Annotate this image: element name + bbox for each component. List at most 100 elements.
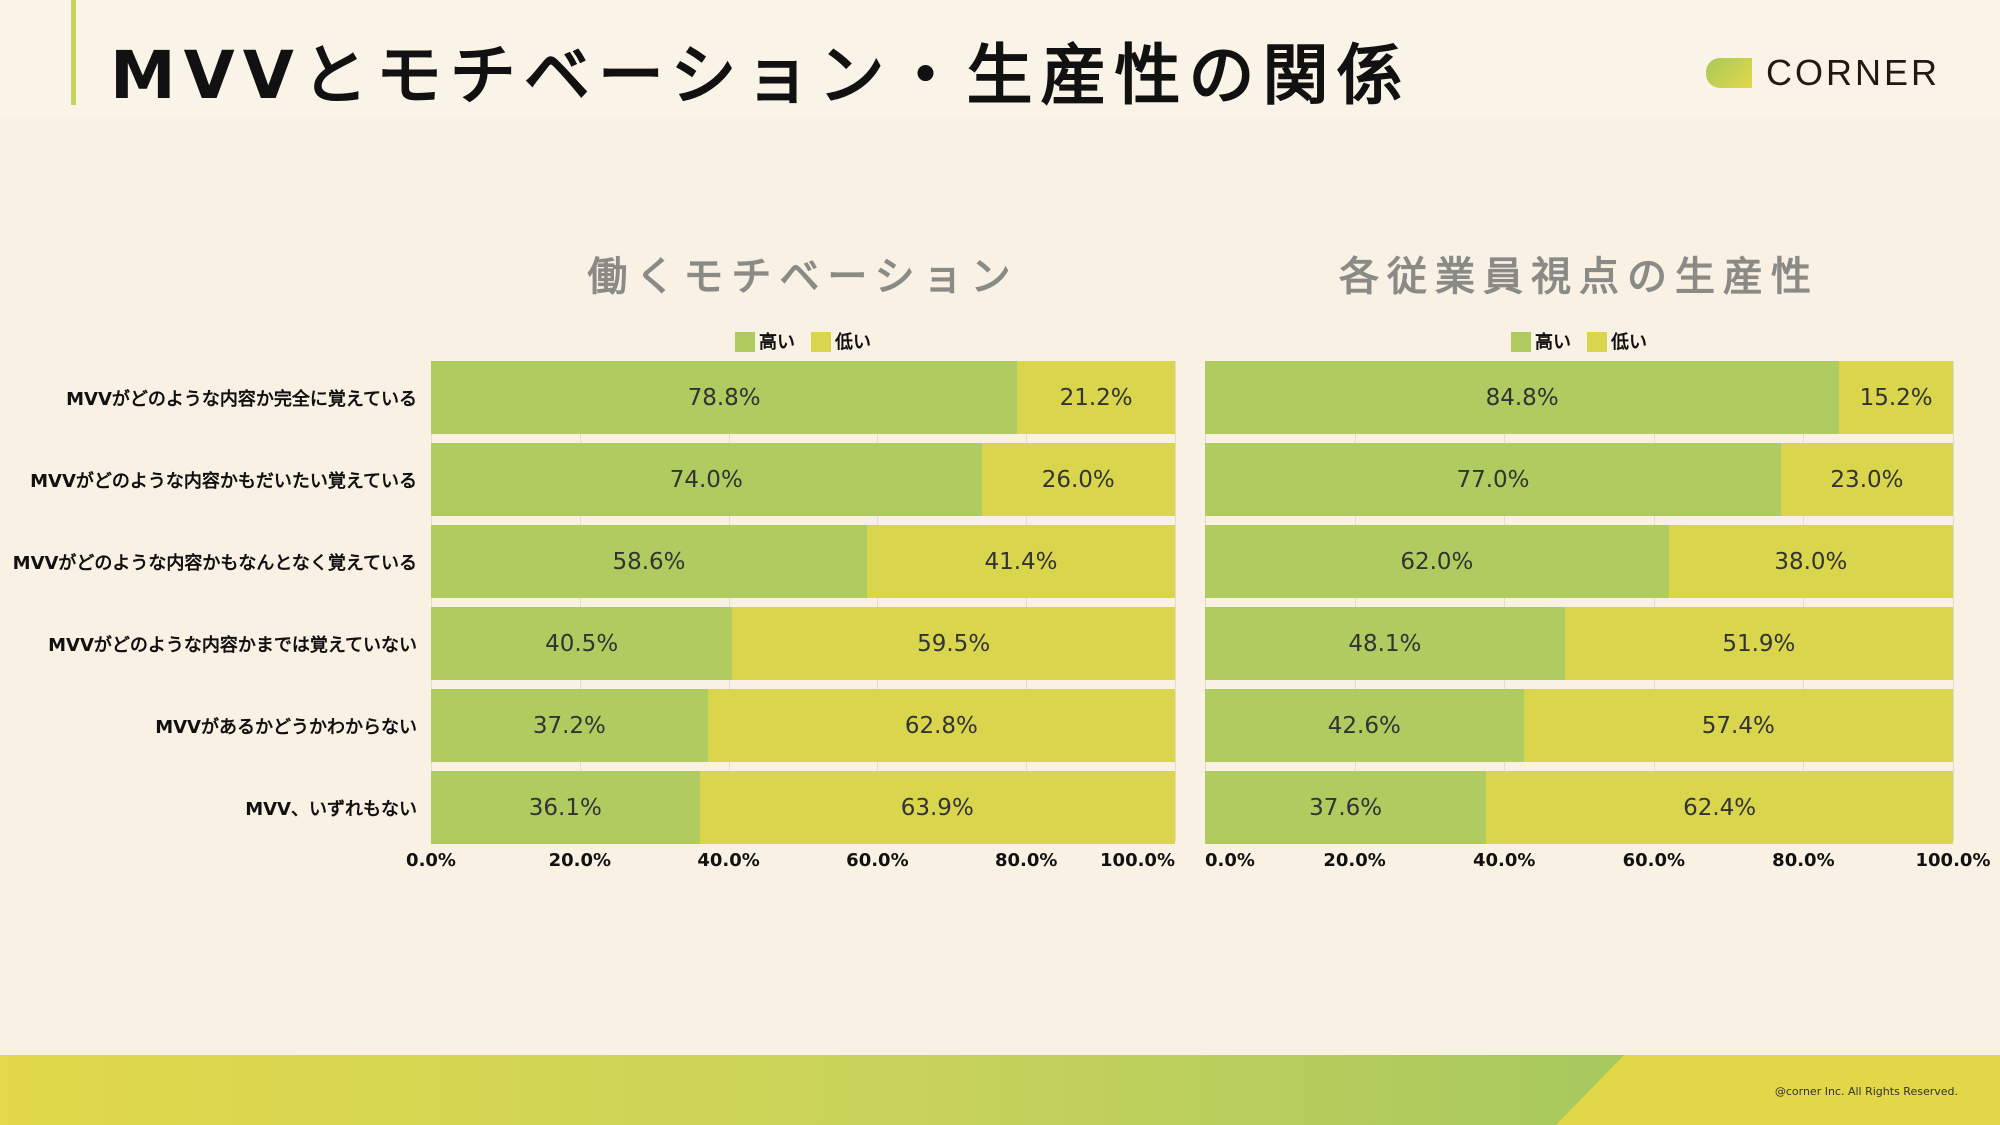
legend-item: 高い: [735, 328, 795, 354]
gridline: [1504, 361, 1506, 841]
bar-high: 78.8%: [431, 361, 1018, 434]
bar-low: 15.2%: [1839, 361, 1953, 434]
bar-low: 21.2%: [1017, 361, 1175, 434]
legend-swatch: [1587, 332, 1607, 352]
gridline: [1354, 361, 1356, 841]
bar-low: 63.9%: [699, 771, 1175, 844]
category-label: MVV、いずれもない: [245, 799, 417, 820]
x-tick-label: 40.0%: [697, 850, 760, 871]
x-tick-label: 100.0%: [1100, 850, 1175, 871]
data-label: 74.0%: [669, 466, 743, 493]
x-tick-label: 20.0%: [548, 850, 612, 871]
legend-item: 低い: [811, 328, 871, 354]
category-label: MVVがどのような内容か完全に覚えている: [66, 389, 417, 410]
x-tick-label: 40.0%: [1472, 850, 1536, 871]
corner-logo: CORNER: [1706, 52, 1940, 94]
x-tick-label: 0.0%: [1205, 850, 1255, 871]
footer: @corner Inc. All Rights Reserved.: [0, 1055, 2000, 1125]
data-label: 23.0%: [1830, 466, 1904, 493]
data-label: 40.5%: [545, 630, 619, 657]
data-label: 62.0%: [1400, 548, 1474, 575]
bar-high: 77.0%: [1205, 443, 1781, 516]
bar-high: 74.0%: [431, 443, 982, 516]
bar-high: 62.0%: [1205, 525, 1669, 598]
bar-high: 58.6%: [431, 525, 867, 598]
legend-swatch: [735, 332, 755, 352]
data-label: 42.6%: [1327, 712, 1401, 739]
data-label: 62.8%: [904, 712, 978, 739]
x-tick-label: 80.0%: [1772, 850, 1835, 871]
chart-title: 働くモチベーション: [587, 254, 1019, 300]
x-tick-label: 60.0%: [1622, 850, 1686, 871]
bar-high: 48.1%: [1205, 607, 1565, 680]
bar-low: 57.4%: [1523, 689, 1953, 762]
data-label: 51.9%: [1722, 630, 1796, 657]
bar-high: 42.6%: [1205, 689, 1524, 762]
gridline: [1026, 361, 1028, 841]
corner-logo-icon: [1706, 58, 1752, 88]
gridline: [431, 361, 432, 841]
category-label: MVVがどのような内容かまでは覚えていない: [48, 635, 417, 656]
copyright: @corner Inc. All Rights Reserved.: [1774, 1085, 1958, 1098]
category-label: MVVがあるかどうかわからない: [155, 717, 417, 738]
data-label: 38.0%: [1774, 548, 1848, 575]
x-tick-label: 100.0%: [1915, 850, 1991, 871]
bar-low: 62.4%: [1486, 771, 1953, 844]
legend-swatch: [1511, 332, 1531, 352]
data-label: 36.1%: [528, 794, 602, 821]
bar-low: 51.9%: [1564, 607, 1953, 680]
x-tick-label: 0.0%: [406, 850, 456, 871]
bar-high: 84.8%: [1205, 361, 1840, 434]
gridline: [1803, 361, 1805, 841]
data-label: 59.5%: [917, 630, 991, 657]
legend-swatch: [811, 332, 831, 352]
legend-label: 低い: [835, 332, 871, 353]
plot-area: 78.8% 21.2% 74.0% 26.0% 58.6% 41.4% 40.5% 59.5%…: [431, 361, 1176, 844]
legend-item: 高い: [1511, 328, 1571, 354]
x-tick-label: 60.0%: [846, 850, 909, 871]
legend-item: 低い: [1587, 328, 1647, 354]
logo-text: CORNER: [1766, 52, 1941, 93]
data-label: 21.2%: [1059, 384, 1133, 411]
x-tick-label: 80.0%: [994, 850, 1058, 871]
chart-title: 各従業員視点の生産性: [1339, 254, 1819, 300]
bar-low: 59.5%: [732, 607, 1175, 680]
gridline: [1175, 361, 1176, 841]
data-label: 58.6%: [612, 548, 686, 575]
data-label: 78.8%: [687, 384, 761, 411]
data-label: 41.4%: [984, 548, 1058, 575]
data-label: 37.6%: [1309, 794, 1383, 821]
data-label: 63.9%: [900, 794, 974, 821]
data-label: 48.1%: [1348, 630, 1422, 657]
gridline: [1953, 361, 1954, 841]
gridline: [877, 361, 879, 841]
data-label: 62.4%: [1683, 794, 1757, 821]
chart-legend: 高い 低い: [1511, 328, 1647, 354]
bar-high: 36.1%: [431, 771, 700, 844]
page-title: MVVとモチベーション・生産性の関係: [110, 37, 1411, 114]
bar-high: 37.6%: [1205, 771, 1487, 844]
x-tick-label: 20.0%: [1323, 850, 1386, 871]
data-label: 15.2%: [1859, 384, 1933, 411]
gridline: [728, 361, 730, 841]
gridline: [1653, 361, 1655, 841]
plot-area: 84.8% 15.2% 77.0% 23.0% 62.0% 38.0% 48.1% 51.9%…: [1205, 361, 1954, 844]
bar-low: 26.0%: [981, 443, 1175, 516]
category-label: MVVがどのような内容かもなんとなく覚えている: [12, 553, 417, 574]
data-label: 84.8%: [1485, 384, 1559, 411]
bar-low: 62.8%: [707, 689, 1175, 762]
legend-label: 低い: [1611, 332, 1647, 353]
data-label: 57.4%: [1701, 712, 1775, 739]
legend-label: 高い: [1535, 332, 1571, 353]
bar-high: 37.2%: [431, 689, 708, 762]
bar-low: 38.0%: [1668, 525, 1953, 598]
legend-label: 高い: [759, 332, 795, 353]
bar-low: 41.4%: [866, 525, 1175, 598]
bar-low: 23.0%: [1780, 443, 1953, 516]
data-label: 77.0%: [1456, 466, 1530, 493]
category-label: MVVがどのような内容かもだいたい覚えている: [30, 471, 417, 492]
bar-high: 40.5%: [431, 607, 733, 680]
gridline: [579, 361, 581, 841]
gridline: [1205, 361, 1206, 841]
data-label: 37.2%: [532, 712, 606, 739]
